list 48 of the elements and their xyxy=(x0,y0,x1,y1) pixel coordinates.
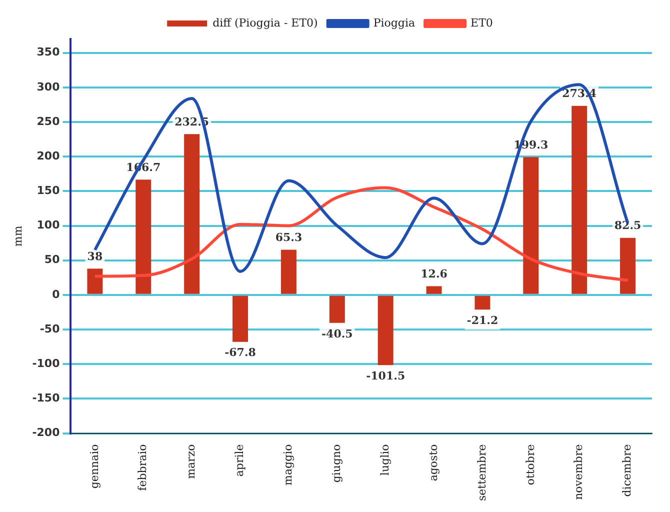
x-tick-label: ottobre xyxy=(524,444,537,486)
x-tick-label: aprile xyxy=(233,444,246,477)
bar xyxy=(184,134,200,294)
y-tick-label: 250 xyxy=(36,114,60,128)
legend-label: diff (Pioggia - ET0) xyxy=(212,16,318,30)
bar xyxy=(232,296,248,342)
bar xyxy=(572,106,588,294)
y-tick-label: 0 xyxy=(52,288,60,301)
y-tick-label: 50 xyxy=(44,253,60,266)
x-tick-label: gennaio xyxy=(88,444,101,489)
y-tick-label: -200 xyxy=(32,426,60,440)
x-tick-label: febbraio xyxy=(136,444,150,491)
bar xyxy=(523,157,539,294)
y-axis-title: mm xyxy=(11,225,24,247)
y-tick-label: 200 xyxy=(36,149,60,162)
bar xyxy=(474,296,490,310)
x-tick-label: luglio xyxy=(378,444,392,476)
x-tick-label: dicembre xyxy=(620,444,634,497)
bar xyxy=(280,250,296,294)
y-tick-label: 150 xyxy=(36,184,60,198)
y-tick-label: 300 xyxy=(36,80,60,94)
data-label: 38 xyxy=(87,250,103,263)
legend-label: Pioggia xyxy=(373,16,416,30)
x-tick-label: settembre xyxy=(475,444,488,502)
data-label: -40.5 xyxy=(321,327,353,340)
x-tick-label: maggio xyxy=(282,444,295,486)
bar xyxy=(329,296,345,323)
x-tick-label: novembre xyxy=(572,444,586,500)
bar xyxy=(87,268,103,294)
x-tick-label: giugno xyxy=(330,444,344,483)
bar xyxy=(378,296,394,366)
bar xyxy=(136,180,152,294)
data-label: 82.5 xyxy=(614,219,642,232)
y-tick-label: 100 xyxy=(36,218,60,232)
data-label: -67.8 xyxy=(224,346,256,360)
x-tick-label: agosto xyxy=(426,444,440,482)
data-label: -21.2 xyxy=(466,314,498,327)
y-tick-label: 350 xyxy=(36,46,60,59)
y-tick-label: -150 xyxy=(32,392,60,405)
bar xyxy=(620,238,636,294)
y-tick-label: -50 xyxy=(40,322,60,336)
bar xyxy=(426,286,442,294)
data-label: 65.3 xyxy=(275,231,302,244)
data-label: 12.6 xyxy=(420,268,448,281)
data-label: -101.5 xyxy=(366,369,406,382)
y-tick-label: -100 xyxy=(32,356,60,370)
x-tick-label: marzo xyxy=(184,444,198,479)
legend-label: ET0 xyxy=(470,16,493,30)
